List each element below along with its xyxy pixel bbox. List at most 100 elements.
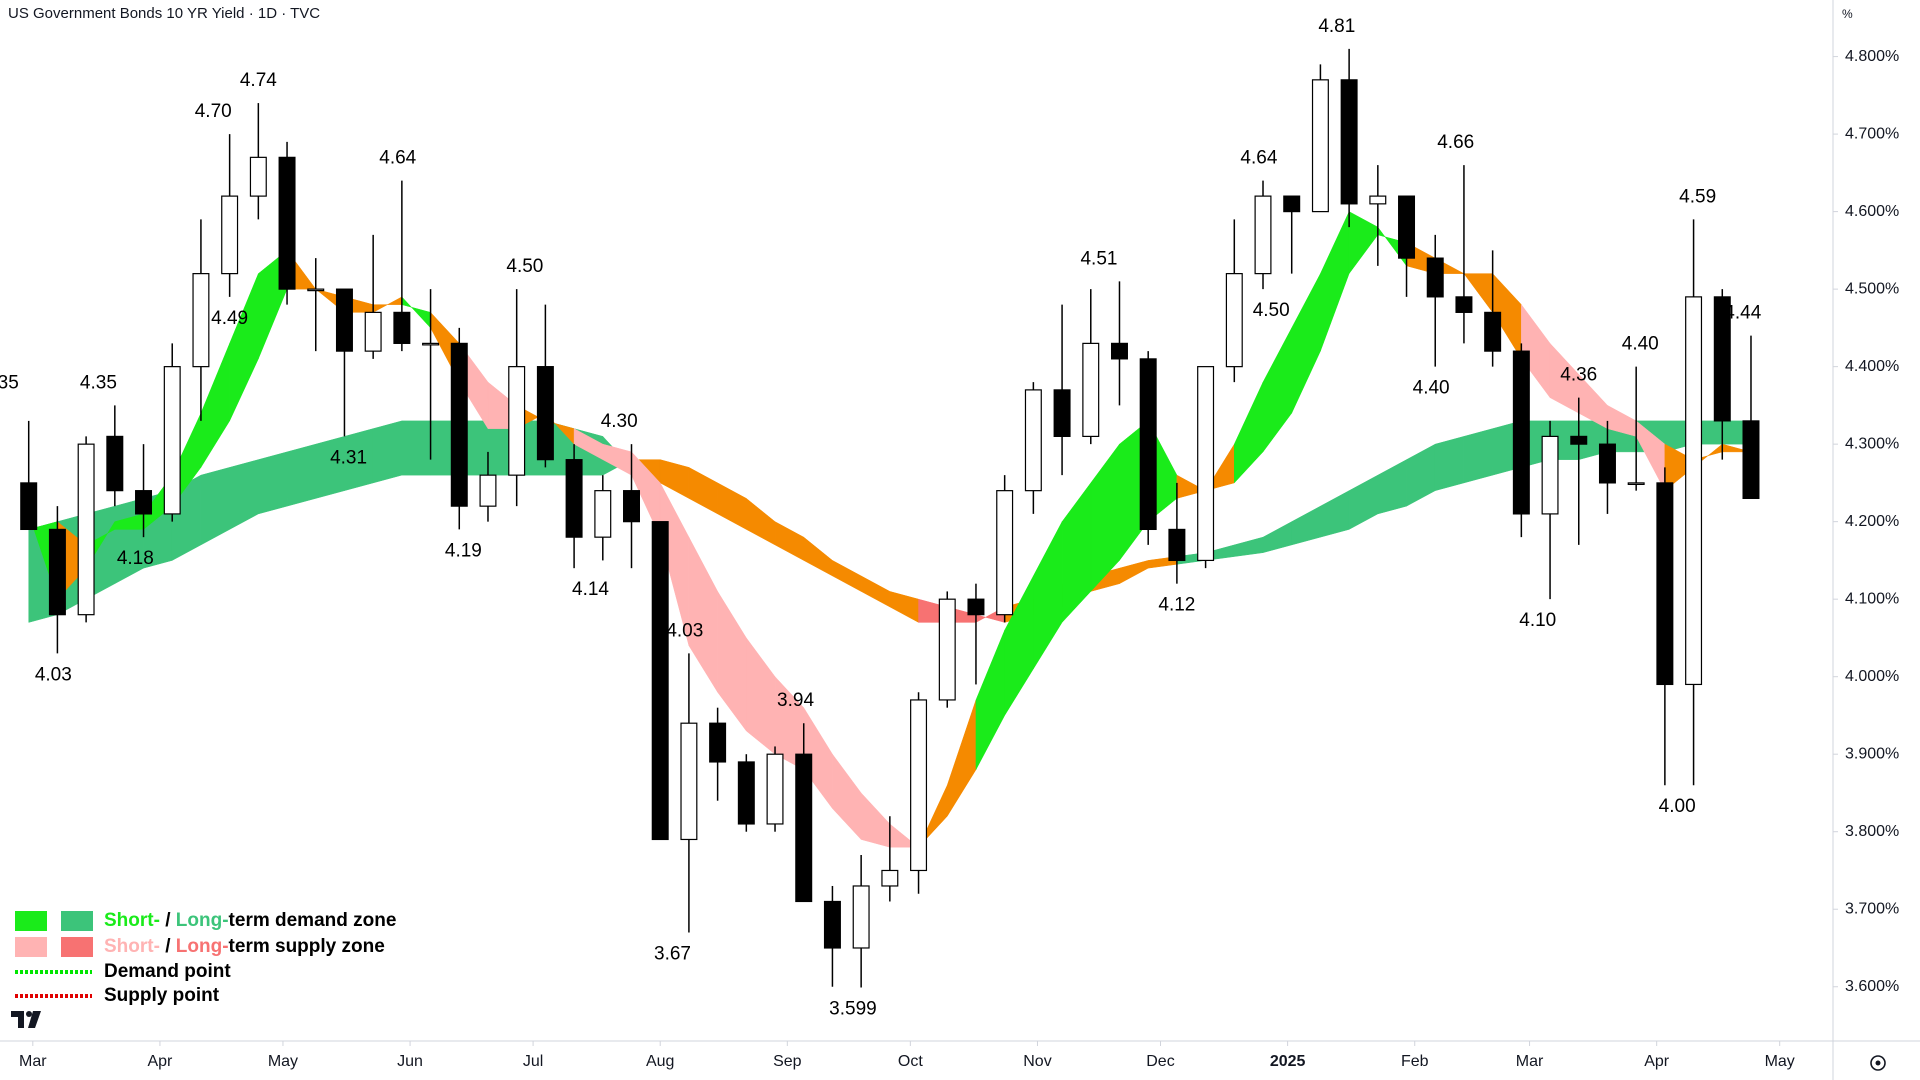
- price-annotation: 35: [0, 372, 19, 393]
- x-tick-label: Apr: [147, 1053, 173, 1070]
- candle-body: [1369, 195, 1387, 205]
- y-tick-label: 4.400%: [1845, 358, 1899, 375]
- logo-part: [26, 1011, 32, 1017]
- settings-icon[interactable]: [1870, 1055, 1886, 1071]
- x-tick-label: Mar: [19, 1053, 47, 1070]
- legend-text: Long-: [176, 936, 229, 957]
- price-annotation: 4.18: [117, 548, 154, 569]
- legend-text: Long-: [176, 910, 229, 931]
- candle-body: [135, 490, 153, 515]
- price-annotation: 4.03: [666, 620, 703, 641]
- axis-unit: %: [1842, 7, 1853, 21]
- candle-body: [1225, 273, 1243, 368]
- x-tick-label: Jul: [523, 1053, 543, 1070]
- price-annotation: 4.31: [330, 447, 367, 468]
- price-annotation: 4.70: [195, 101, 232, 122]
- legend-text: /: [160, 936, 176, 957]
- price-annotation: 4.30: [601, 411, 638, 432]
- legend-text: term demand zone: [229, 910, 397, 931]
- x-tick-label: Mar: [1516, 1053, 1544, 1070]
- candle-body: [594, 490, 612, 538]
- x-tick-label: Aug: [646, 1053, 674, 1070]
- price-annotation: 4.59: [1679, 186, 1716, 207]
- price-axis: [1833, 0, 1920, 1080]
- settings-button[interactable]: [1870, 1055, 1886, 1071]
- legend-text: Demand point: [104, 961, 231, 982]
- candle-body: [1197, 366, 1215, 562]
- candle-body: [20, 482, 38, 531]
- price-annotation: 4.64: [1240, 148, 1277, 169]
- candle-body: [1426, 257, 1444, 298]
- candle-body: [967, 598, 985, 616]
- zone-band: [401, 420, 431, 476]
- candle-body: [249, 156, 267, 197]
- y-tick-label: 4.600%: [1845, 203, 1899, 220]
- price-annotation: 4.10: [1519, 610, 1556, 631]
- x-tick-label: Sep: [773, 1053, 802, 1070]
- x-tick-label: 2025: [1270, 1053, 1306, 1070]
- legend-text: Short-: [104, 910, 160, 931]
- legend-label: Short- / Long-term supply zone: [104, 936, 385, 957]
- time-axis: [0, 1041, 1833, 1080]
- y-tick-label: 4.100%: [1845, 590, 1899, 607]
- candle-body: [1139, 358, 1157, 531]
- candle-body: [852, 885, 870, 949]
- zone-band: [1463, 428, 1493, 484]
- candle-body: [1713, 296, 1731, 422]
- candle-body: [192, 273, 210, 368]
- candle-body: [1254, 195, 1272, 275]
- candle-body: [795, 753, 813, 903]
- candle-body: [1168, 528, 1186, 562]
- x-tick-label: Jun: [397, 1053, 423, 1070]
- price-annotation: 4.14: [572, 579, 609, 600]
- candle-body: [1484, 311, 1502, 352]
- y-tick-label: 3.900%: [1845, 745, 1899, 762]
- x-tick-label: May: [1765, 1053, 1795, 1070]
- legend-label: Demand point: [104, 961, 231, 982]
- legend-label: Short- / Long-term demand zone: [104, 910, 396, 931]
- candle-body: [1742, 420, 1760, 500]
- tv-logo: [11, 1011, 41, 1028]
- candle-body: [680, 722, 698, 841]
- legend-text: /: [160, 910, 176, 931]
- x-tick-label: May: [268, 1053, 298, 1070]
- settings-icon[interactable]: [1875, 1060, 1881, 1066]
- candle-body: [709, 722, 727, 763]
- logo-part: [28, 1011, 41, 1028]
- price-annotation: 4.36: [1560, 365, 1597, 386]
- candle-body: [565, 459, 583, 538]
- candle-body: [1570, 435, 1588, 445]
- candle-body: [1455, 296, 1473, 313]
- candle-body: [651, 521, 669, 841]
- x-tick-label: Nov: [1023, 1053, 1051, 1070]
- price-annotation: 4.74: [240, 70, 277, 91]
- candle-body: [938, 598, 956, 701]
- candle-body: [1082, 342, 1100, 437]
- price-annotation: 4.19: [445, 540, 482, 561]
- legend-swatch: [61, 937, 93, 957]
- price-annotation: 4.00: [1659, 796, 1696, 817]
- legend-label: Supply point: [104, 985, 220, 1006]
- candle-body: [1053, 389, 1071, 437]
- candle-body: [1685, 296, 1703, 686]
- legend-swatch: [61, 911, 93, 931]
- x-tick-label: Feb: [1401, 1053, 1429, 1070]
- candle-body: [737, 761, 755, 825]
- zone-band: [286, 443, 317, 507]
- legend-swatch: [15, 911, 47, 931]
- candle-body: [910, 699, 928, 872]
- candle-body: [1340, 79, 1358, 205]
- candle-body: [1110, 342, 1128, 360]
- price-annotation: 4.50: [1253, 300, 1290, 321]
- zone-band: [258, 451, 288, 515]
- candle-body: [278, 156, 296, 290]
- price-annotation: 3.599: [829, 999, 877, 1020]
- candle-body: [422, 342, 440, 346]
- plot-area: 35 4.35 4.18 4.03 4.70 4.74 4.49 4.31 4.64 4.19 4.…: [0, 16, 1762, 1020]
- legend-swatch: [15, 937, 47, 957]
- price-annotation: 4.66: [1437, 132, 1474, 153]
- price-annotation: 4.50: [506, 256, 543, 277]
- y-tick-label: 3.800%: [1845, 823, 1899, 840]
- candle-body: [1656, 482, 1674, 686]
- candle-body: [508, 366, 526, 476]
